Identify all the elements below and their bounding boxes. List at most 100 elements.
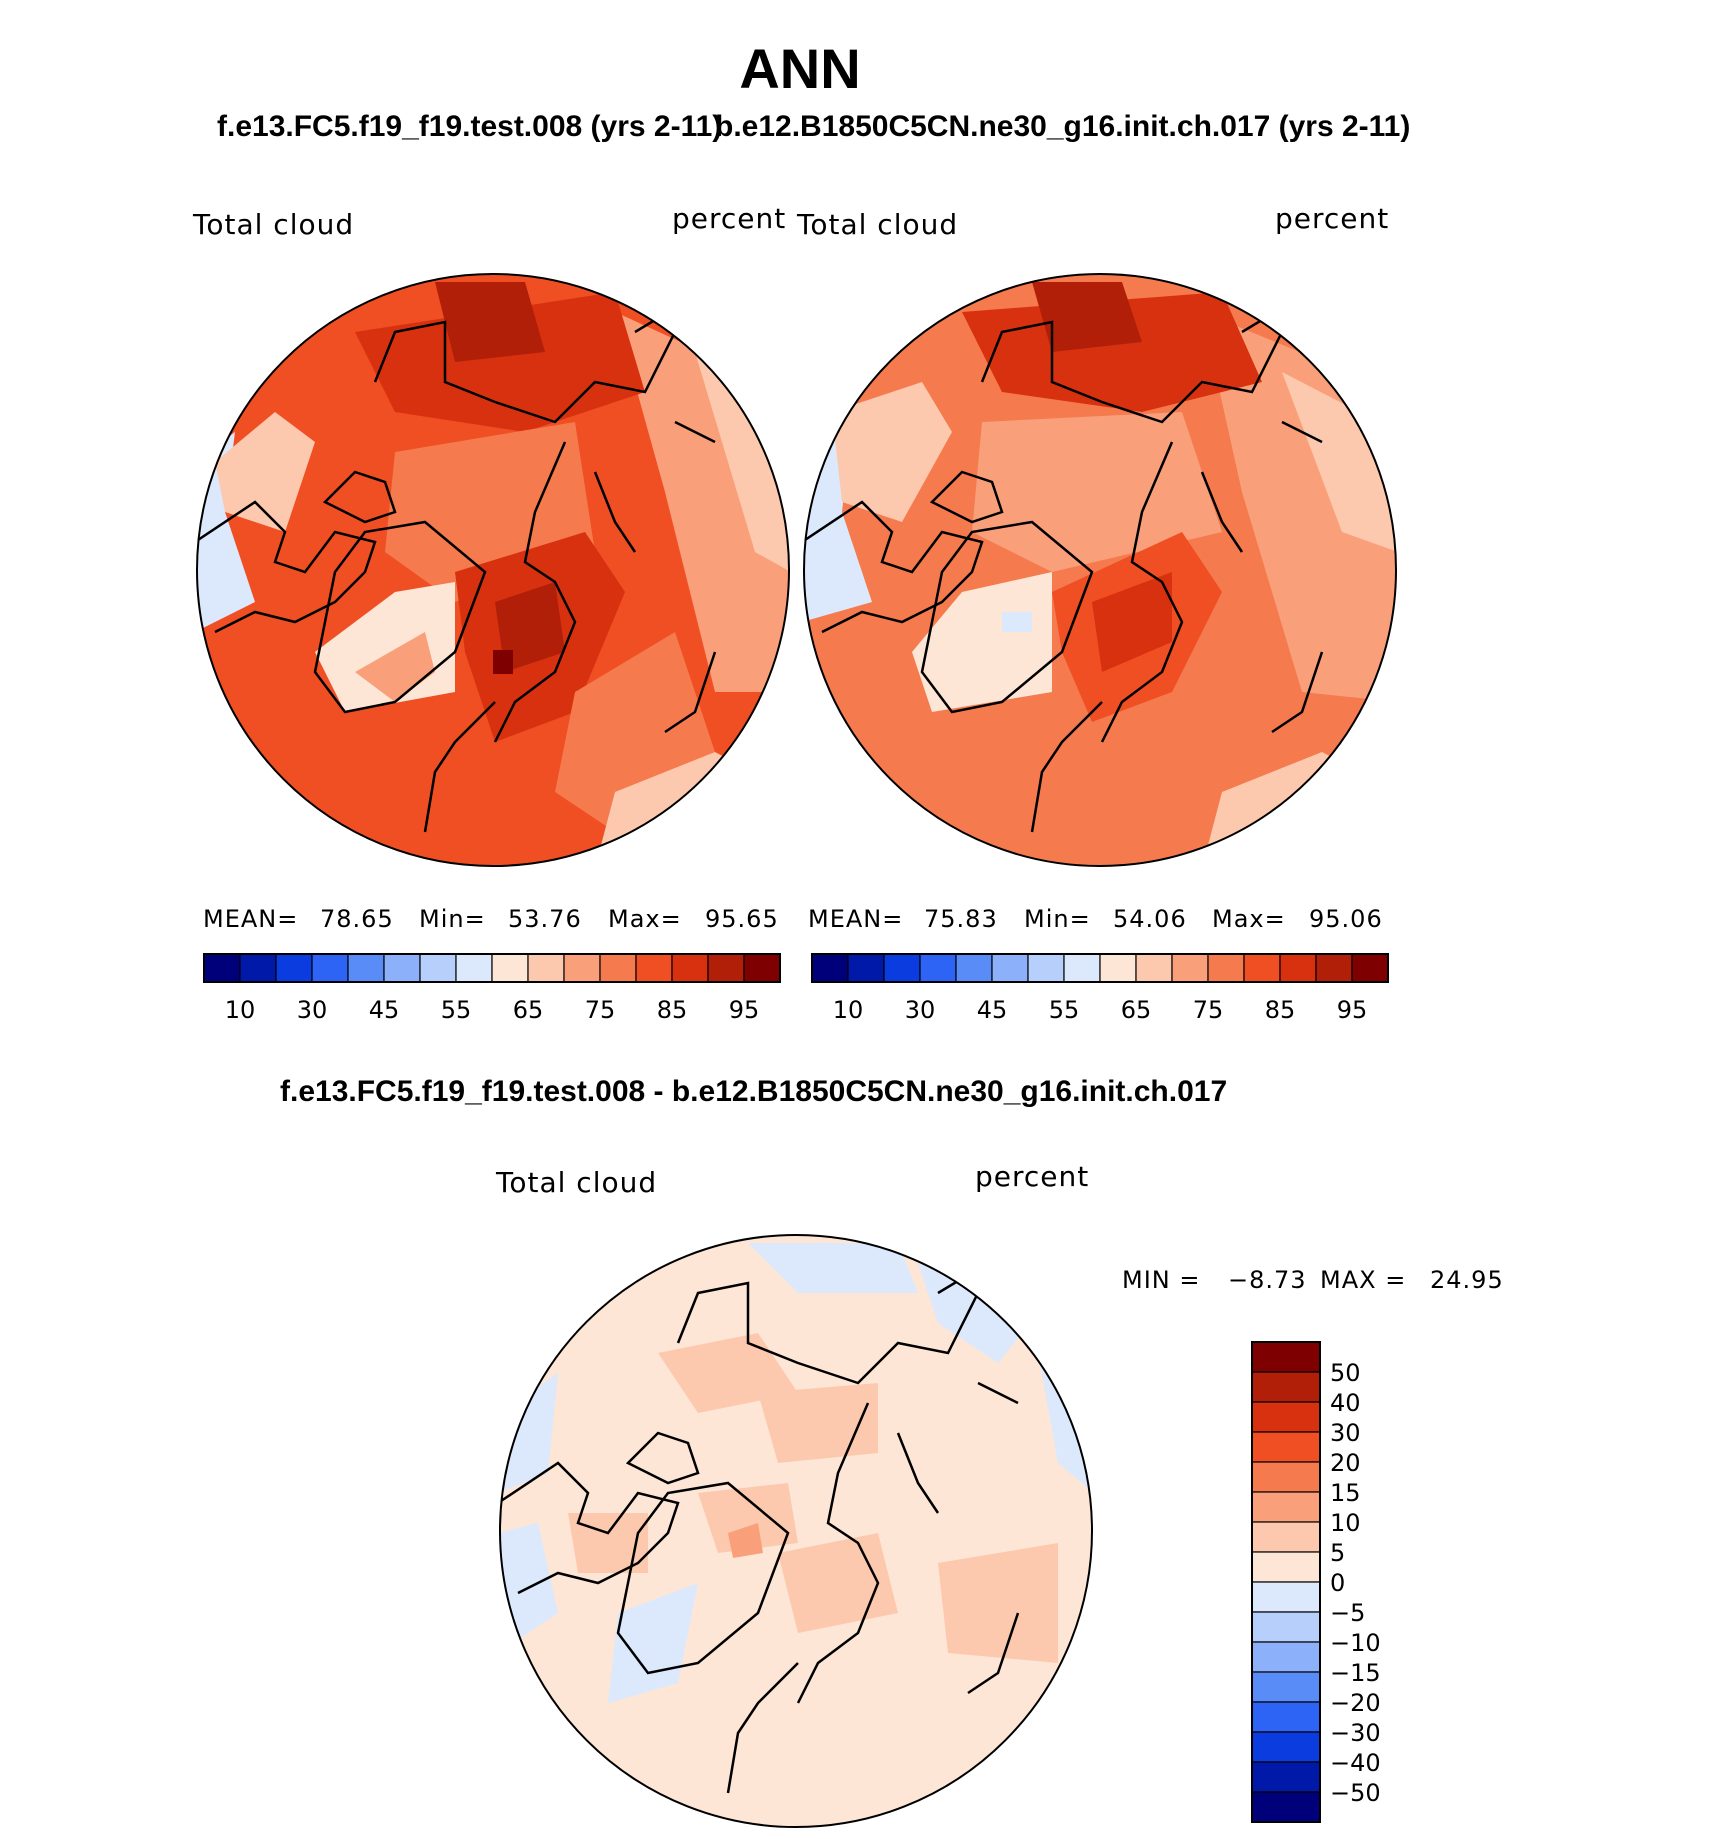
colorbar-swatch bbox=[811, 953, 849, 983]
cloud-region bbox=[972, 412, 1222, 572]
colorbar-swatch bbox=[671, 953, 709, 983]
colorbar-tick-label: 75 bbox=[1193, 996, 1224, 1024]
diff-region bbox=[568, 1513, 648, 1573]
coastline-eurasia bbox=[1100, 441, 1184, 743]
diff-region bbox=[748, 1243, 918, 1293]
colorbar-tick-label: 75 bbox=[585, 996, 616, 1024]
colorbar-swatch bbox=[955, 953, 993, 983]
colorbar-swatch bbox=[743, 953, 781, 983]
colorbar-swatch bbox=[1251, 1701, 1321, 1733]
coastline-novaya-zemlya bbox=[1200, 471, 1244, 553]
colorbar-tick-label: −5 bbox=[1330, 1599, 1365, 1627]
colorbar-swatch bbox=[1251, 1791, 1321, 1823]
coastline-arctic-islands bbox=[625, 1431, 700, 1485]
coastline-scandinavia bbox=[423, 701, 496, 833]
colorbar-swatch bbox=[1251, 1671, 1321, 1703]
diff-header: f.e13.FC5.f19_f19.test.008 - b.e12.B1850… bbox=[280, 1075, 1228, 1108]
colorbar-swatch bbox=[1351, 953, 1389, 983]
figure-title: ANN bbox=[739, 37, 861, 100]
cloud-region bbox=[435, 282, 545, 362]
coastline-greenland bbox=[920, 520, 1094, 714]
coastline-hudson-bay bbox=[967, 1612, 1020, 1695]
colorbar-swatch bbox=[1251, 1491, 1321, 1523]
coastline-alaska bbox=[1281, 420, 1323, 444]
diff-region bbox=[938, 1543, 1058, 1663]
colorbar-swatch bbox=[1251, 1341, 1321, 1373]
colorbar-swatch bbox=[1063, 953, 1101, 983]
colorbar-swatch bbox=[239, 953, 277, 983]
diff-max: 24.95 bbox=[1430, 1266, 1504, 1294]
panel1-max: 95.65 bbox=[705, 905, 779, 933]
panel1-colorbar: 10 30 45 55 65 75 85 95 bbox=[203, 953, 781, 1024]
colorbar-swatch bbox=[635, 953, 673, 983]
panel2-mean-label: MEAN= bbox=[808, 905, 904, 933]
colorbar-swatch bbox=[707, 953, 745, 983]
colorbar-tick-label: 10 bbox=[833, 996, 864, 1024]
colorbar-swatch bbox=[1171, 953, 1209, 983]
colorbar-swatch bbox=[275, 953, 313, 983]
colorbar-swatch bbox=[1251, 1371, 1321, 1403]
cloud-region bbox=[1002, 612, 1032, 632]
diff-region bbox=[728, 1523, 763, 1558]
colorbar-swatch bbox=[311, 953, 349, 983]
colorbar-swatch bbox=[1243, 953, 1281, 983]
colorbar-tick-label: −40 bbox=[1330, 1749, 1381, 1777]
diff-region bbox=[758, 1383, 878, 1463]
colorbar-swatch bbox=[347, 953, 385, 983]
colorbar-tick-label: −50 bbox=[1330, 1779, 1381, 1807]
colorbar-swatch bbox=[919, 953, 957, 983]
coastline-hudson-bay bbox=[1271, 651, 1324, 734]
colorbar-swatch bbox=[419, 953, 457, 983]
colorbar-tick-label: 0 bbox=[1330, 1569, 1345, 1597]
map-boundary bbox=[499, 1234, 1093, 1828]
coastline-novaya-zemlya bbox=[896, 1432, 940, 1514]
diff-min: −8.73 bbox=[1228, 1266, 1307, 1294]
colorbar-tick-label: −30 bbox=[1330, 1719, 1381, 1747]
colorbar-tick-label: 45 bbox=[977, 996, 1008, 1024]
panel2-max: 95.06 bbox=[1309, 905, 1383, 933]
panel1-units: percent bbox=[672, 202, 787, 235]
colorbar-tick-label: 30 bbox=[297, 996, 328, 1024]
colorbar-swatch bbox=[599, 953, 637, 983]
diff-region bbox=[608, 1583, 698, 1703]
coastlines bbox=[500, 1261, 1020, 1794]
coastline-hudson-bay bbox=[664, 651, 717, 734]
colorbar-tick-label: 30 bbox=[905, 996, 936, 1024]
cloud-region bbox=[493, 650, 513, 674]
coastline-north-america bbox=[804, 500, 984, 634]
case1-header: f.e13.FC5.f19_f19.test.008 (yrs 2-11) bbox=[217, 110, 723, 143]
colorbar-swatch bbox=[1251, 1641, 1321, 1673]
colorbar-tick-label: 40 bbox=[1330, 1389, 1361, 1417]
cloud-region bbox=[1092, 572, 1172, 672]
colorbar-swatch bbox=[1027, 953, 1065, 983]
colorbar-swatch bbox=[1135, 953, 1173, 983]
colorbar-swatch bbox=[1251, 1521, 1321, 1553]
colorbar-tick-label: 85 bbox=[657, 996, 688, 1024]
coastline-north-america bbox=[197, 500, 377, 634]
coastline-arctic-islands bbox=[929, 470, 1004, 524]
colorbar-swatch bbox=[383, 953, 421, 983]
coastline-eurasia bbox=[796, 1402, 880, 1704]
colorbar-swatch bbox=[491, 953, 529, 983]
colorbar-tick-label: 10 bbox=[1330, 1509, 1361, 1537]
cloud-region bbox=[355, 292, 645, 432]
coastline-north-america bbox=[500, 1461, 680, 1595]
diff-units: percent bbox=[975, 1160, 1090, 1193]
diff-polar-map bbox=[499, 1234, 1093, 1828]
cloud-region bbox=[215, 412, 315, 532]
panel2-colorbar: 10 30 45 55 65 75 85 95 bbox=[811, 953, 1389, 1024]
panel1-polar-map bbox=[196, 273, 790, 867]
cloud-region bbox=[832, 382, 952, 522]
coastlines bbox=[197, 300, 717, 833]
colorbar-tick-label: 95 bbox=[729, 996, 760, 1024]
colorbar-swatch bbox=[527, 953, 565, 983]
coastline-greenland bbox=[616, 1481, 790, 1675]
panel1-mean: 78.65 bbox=[320, 905, 394, 933]
colorbar-swatch bbox=[563, 953, 601, 983]
coastline-alaska bbox=[977, 1381, 1019, 1405]
coastline-alaska bbox=[674, 420, 716, 444]
colorbar-swatch bbox=[1251, 1401, 1321, 1433]
colorbar-outline bbox=[203, 953, 781, 983]
colorbar-swatch bbox=[1251, 1431, 1321, 1463]
